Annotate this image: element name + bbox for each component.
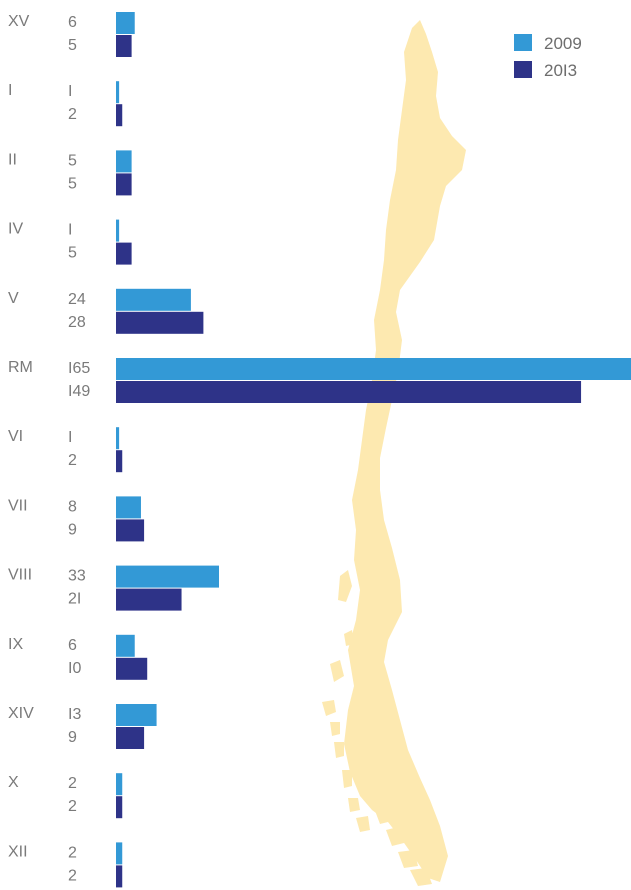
category-label: X [8, 774, 19, 791]
value-label-2009: I3 [68, 706, 81, 723]
bar-2009 [116, 565, 219, 588]
category-label: V [8, 290, 19, 307]
bar-2013 [116, 381, 582, 403]
value-label-2009: I [68, 429, 72, 446]
bar-2009 [116, 288, 191, 311]
bar-2009 [116, 773, 123, 796]
value-label-2013: 5 [68, 37, 77, 54]
value-label-2013: I0 [68, 660, 81, 677]
bar-2009 [116, 219, 120, 242]
bar-2009 [116, 704, 157, 726]
bar-2013 [116, 311, 204, 334]
bar-2013 [116, 35, 132, 57]
bar-2013 [116, 657, 148, 680]
value-label-2009: 6 [68, 637, 77, 654]
category-label: I [8, 82, 12, 99]
value-label-2013: 9 [68, 729, 77, 746]
category-label: II [8, 151, 17, 168]
category-label: XV [8, 13, 30, 30]
chile-map-shape [322, 20, 466, 886]
value-label-2013: 28 [68, 314, 86, 331]
value-label-2009: I [68, 222, 72, 239]
category-label: VII [8, 497, 28, 514]
value-label-2009: 5 [68, 152, 77, 169]
bar-2013 [116, 727, 145, 749]
legend-label-2013: 20I3 [544, 61, 577, 80]
bar-2009 [116, 150, 132, 173]
value-label-2013: I49 [68, 383, 90, 400]
legend: 2009 20I3 [514, 34, 582, 80]
legend-swatch-2009 [514, 34, 532, 51]
bar-2013 [116, 173, 132, 196]
bar-2013 [116, 796, 123, 819]
category-label: IX [8, 636, 23, 653]
category-label: VIII [8, 567, 32, 584]
bar-2013 [116, 588, 182, 611]
category-label: VI [8, 428, 23, 445]
value-label-2013: 2 [68, 452, 77, 469]
bar-2013 [116, 104, 123, 127]
bar-2009 [116, 427, 120, 450]
bar-2009 [116, 358, 631, 380]
bar-2009 [116, 842, 123, 865]
bar-2013 [116, 519, 145, 542]
bar-2013 [116, 865, 123, 888]
value-label-2009: 8 [68, 498, 77, 515]
bar-2013 [116, 450, 123, 473]
bar-2009 [116, 634, 135, 657]
value-label-2013: 2 [68, 106, 77, 123]
category-label: RM [8, 359, 33, 376]
category-label: XIV [8, 705, 34, 722]
value-label-2009: 24 [68, 291, 86, 308]
value-label-2013: 5 [68, 175, 77, 192]
value-label-2013: 2I [68, 591, 81, 608]
value-label-2009: I [68, 83, 72, 100]
value-label-2013: 9 [68, 521, 77, 538]
value-label-2013: 5 [68, 245, 77, 262]
legend-label-2009: 2009 [544, 34, 582, 53]
category-label: IV [8, 221, 23, 238]
value-label-2013: 2 [68, 867, 77, 884]
legend-swatch-2013 [514, 61, 532, 78]
bar-2009 [116, 496, 141, 519]
bar-2013 [116, 242, 132, 265]
value-label-2009: 6 [68, 14, 77, 31]
bar-2009 [116, 12, 135, 34]
value-label-2009: 2 [68, 775, 77, 792]
bar-2009 [116, 81, 120, 104]
value-label-2013: 2 [68, 798, 77, 815]
value-label-2009: I65 [68, 360, 90, 377]
category-label: XII [8, 843, 28, 860]
value-label-2009: 33 [68, 568, 86, 585]
bars-layer [116, 12, 631, 888]
value-label-2009: 2 [68, 844, 77, 861]
